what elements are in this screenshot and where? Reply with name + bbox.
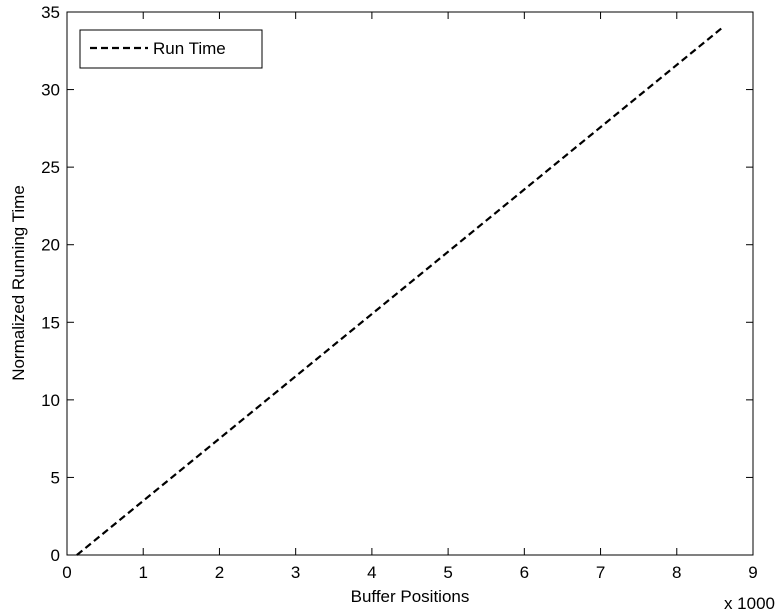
x-tick-label: 0 — [62, 563, 71, 582]
legend: Run Time — [79, 29, 263, 69]
x-tick-label: 4 — [367, 563, 376, 582]
x-axis-label: Buffer Positions — [351, 587, 470, 606]
x-tick-label: 1 — [138, 563, 147, 582]
y-tick-label: 20 — [41, 236, 60, 255]
y-tick-label: 5 — [51, 468, 60, 487]
x-axis-multiplier: x 1000 — [724, 594, 775, 613]
y-axis-label: Normalized Running Time — [9, 185, 28, 381]
y-tick-label: 10 — [41, 391, 60, 410]
y-tick-label: 0 — [51, 546, 60, 565]
y-tick-label: 25 — [41, 158, 60, 177]
axes-box — [66, 11, 754, 556]
x-tick-label: 2 — [215, 563, 224, 582]
y-tick-label: 15 — [41, 313, 60, 332]
series-layer — [76, 26, 724, 556]
legend-label: Run Time — [153, 39, 226, 58]
x-ticks: 0 1 2 3 4 5 6 7 8 9 — [62, 12, 758, 582]
x-tick-label: 3 — [291, 563, 300, 582]
y-ticks: 0 5 10 15 20 25 30 35 — [41, 3, 753, 565]
y-tick-label: 35 — [41, 3, 60, 22]
x-tick-label: 5 — [443, 563, 452, 582]
legend-box — [79, 29, 263, 69]
x-tick-label: 8 — [672, 563, 681, 582]
x-tick-label: 6 — [520, 563, 529, 582]
x-tick-label: 9 — [748, 563, 757, 582]
y-tick-label: 30 — [41, 81, 60, 100]
series-line — [76, 26, 724, 556]
x-tick-label: 7 — [596, 563, 605, 582]
